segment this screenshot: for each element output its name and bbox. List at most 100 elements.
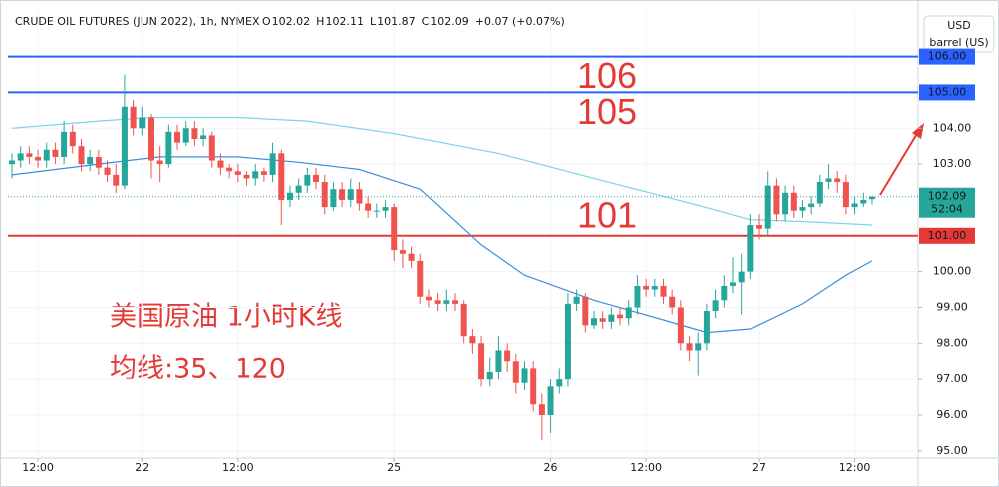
candle-body bbox=[556, 379, 563, 387]
candle-body bbox=[43, 149, 50, 161]
candle-body bbox=[26, 153, 33, 157]
candle-body bbox=[191, 128, 198, 140]
ohlc-key: O bbox=[262, 15, 271, 28]
candle-body bbox=[339, 189, 346, 200]
candle-body bbox=[434, 300, 441, 304]
candle-body bbox=[234, 171, 241, 175]
ohlc-value: 102.09 bbox=[430, 15, 469, 28]
candle-body bbox=[868, 196, 875, 200]
candle-body bbox=[469, 336, 476, 344]
candle-body bbox=[521, 368, 528, 383]
candle-body bbox=[478, 343, 485, 380]
candle-body bbox=[608, 314, 615, 322]
ohlc-key: C bbox=[422, 15, 430, 28]
candle-body bbox=[399, 250, 406, 254]
candle-body bbox=[703, 311, 710, 344]
x-tick-label: 22 bbox=[135, 461, 149, 474]
candle-body bbox=[460, 303, 467, 337]
candle-body bbox=[52, 149, 59, 157]
y-tick-label: 98.00 bbox=[936, 336, 968, 349]
level-label: 106.00 bbox=[928, 50, 967, 63]
x-tick-label: 26 bbox=[544, 461, 558, 474]
candle-body bbox=[851, 203, 858, 208]
candle-body bbox=[573, 296, 580, 304]
candle-body bbox=[764, 185, 771, 229]
candle-body bbox=[17, 153, 24, 161]
candle-body bbox=[321, 182, 328, 208]
candle-body bbox=[121, 106, 128, 186]
level-label: 101.00 bbox=[928, 229, 967, 242]
level-label-box bbox=[919, 227, 975, 244]
y-tick-label: 100.00 bbox=[933, 265, 972, 278]
x-tick-label: 12:00 bbox=[222, 461, 254, 474]
y-tick-label: 103.00 bbox=[933, 157, 972, 170]
y-tick-label: 95.00 bbox=[936, 444, 968, 457]
candle-body bbox=[590, 318, 597, 326]
y-tick-label: 99.00 bbox=[936, 300, 968, 313]
candle-body bbox=[773, 185, 780, 215]
x-tick-label: 12:00 bbox=[630, 461, 662, 474]
ohlc-key: L bbox=[370, 15, 377, 28]
annotation: 美国原油 1小时K线 bbox=[110, 302, 342, 333]
ohlc-value: 102.02 bbox=[272, 15, 311, 28]
candle-body bbox=[564, 303, 571, 380]
candle-body bbox=[252, 171, 259, 179]
candle-body bbox=[495, 350, 502, 372]
candle-body bbox=[712, 300, 719, 312]
candle-body bbox=[842, 182, 849, 208]
candle-body bbox=[269, 153, 276, 175]
candle-body bbox=[165, 131, 172, 165]
candle-body bbox=[78, 146, 85, 165]
candle-body bbox=[738, 271, 745, 283]
ohlc-key: H bbox=[316, 15, 324, 28]
candle-body bbox=[35, 156, 42, 161]
candle-body bbox=[530, 368, 537, 405]
level-annotation: 106 bbox=[577, 55, 637, 96]
candle-body bbox=[729, 282, 736, 286]
candle-body bbox=[452, 300, 459, 304]
level-label-box bbox=[919, 84, 975, 101]
moving-average bbox=[11, 156, 873, 334]
candle-body bbox=[286, 192, 293, 200]
currency: USD bbox=[947, 19, 971, 32]
candle-body bbox=[330, 189, 337, 208]
candle-body bbox=[808, 203, 815, 208]
y-tick-label: 104.00 bbox=[933, 121, 972, 134]
candle-body bbox=[304, 174, 311, 186]
x-tick-label: 27 bbox=[752, 461, 766, 474]
chart-title: CRUDE OIL FUTURES (JUN 2022), 1h, NYMEX bbox=[15, 15, 260, 28]
candle-body bbox=[243, 174, 250, 179]
candle-body bbox=[391, 207, 398, 251]
candle-body bbox=[582, 296, 589, 326]
countdown: 52:04 bbox=[931, 203, 963, 216]
level-label-box bbox=[919, 48, 975, 65]
level-label: 105.00 bbox=[928, 85, 967, 98]
candle-body bbox=[425, 296, 432, 301]
arrow-head bbox=[912, 123, 924, 139]
candle-body bbox=[182, 128, 189, 143]
candle-body bbox=[356, 189, 363, 204]
arrow-shaft bbox=[879, 131, 919, 196]
x-tick-label: 25 bbox=[387, 461, 401, 474]
candle-body bbox=[208, 135, 215, 161]
candle-body bbox=[538, 404, 545, 415]
candle-body bbox=[313, 174, 320, 183]
candle-body bbox=[373, 210, 380, 212]
ohlc-value: 102.11 bbox=[325, 15, 364, 28]
candle-body bbox=[8, 160, 15, 165]
candle-body bbox=[643, 285, 650, 290]
candle-body bbox=[860, 199, 867, 204]
candle-body bbox=[677, 307, 684, 344]
candle-body bbox=[547, 386, 554, 415]
candle-body bbox=[799, 207, 806, 211]
y-tick-label: 96.00 bbox=[936, 408, 968, 421]
candle-body bbox=[217, 160, 224, 168]
level-annotation: 105 bbox=[577, 91, 637, 132]
candle-body bbox=[347, 189, 354, 200]
candle-body bbox=[295, 185, 302, 193]
ohlc-value: 101.87 bbox=[377, 15, 416, 28]
candle-body bbox=[139, 117, 146, 129]
candle-body bbox=[617, 314, 624, 319]
candle-body bbox=[147, 117, 154, 161]
